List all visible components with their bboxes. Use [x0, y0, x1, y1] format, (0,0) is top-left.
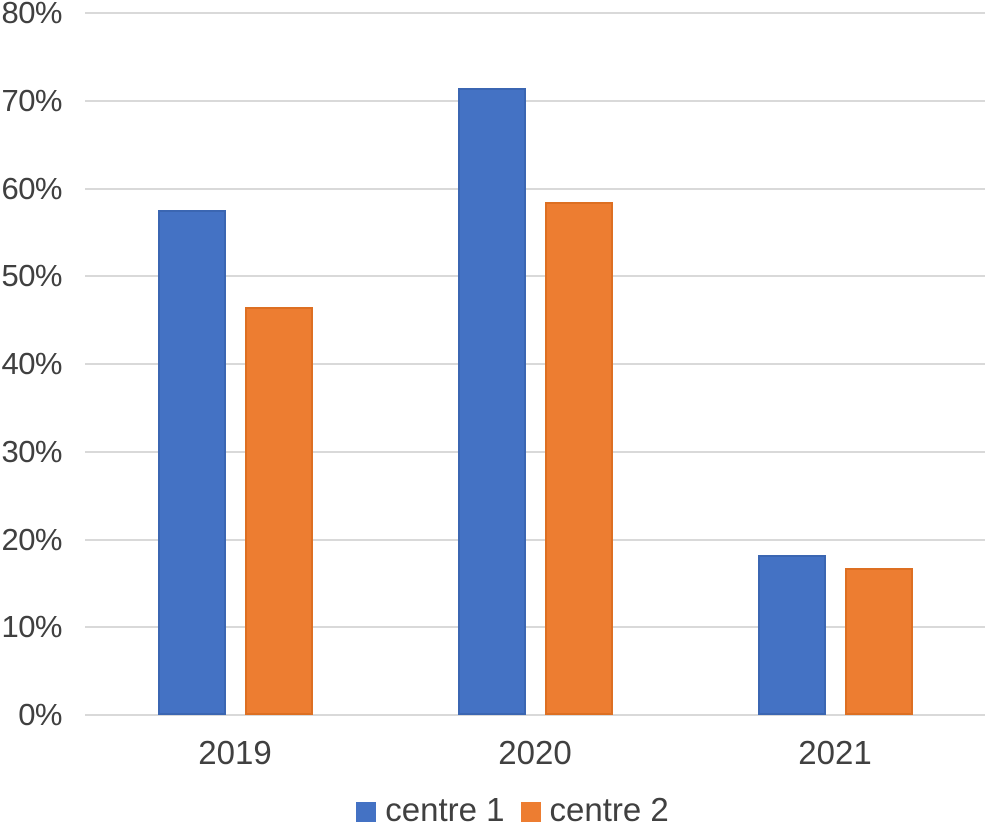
- y-tick-label-10-: 10%: [1, 609, 62, 645]
- y-tick-label-30-: 30%: [1, 433, 62, 469]
- x-tick-label-2021: 2021: [798, 734, 872, 771]
- bar-group-2021: [685, 13, 985, 715]
- legend-swatch-centre-2: [520, 802, 541, 822]
- gridline-30-: [85, 450, 985, 453]
- bar-group-2020: [385, 13, 685, 715]
- gridline-50-: [85, 275, 985, 278]
- y-axis: 0% 10% 20% 30% 40% 50% 60% 70% 80%: [0, 0, 62, 827]
- gridline-0-: [85, 714, 985, 716]
- plot-area: [85, 12, 985, 716]
- gridline-20-: [85, 538, 985, 541]
- bar-centre-2-2020: [544, 201, 613, 715]
- x-axis: 2019 2020 2021: [85, 733, 985, 773]
- gridlines: [85, 12, 985, 716]
- bar-centre-1-2021: [757, 555, 826, 715]
- legend-label-centre-2: centre 2: [549, 791, 669, 827]
- gridline-40-: [85, 363, 985, 365]
- legend-label-centre-1: centre 1: [385, 791, 505, 827]
- legend-item-centre-1: centre 1: [356, 791, 505, 827]
- gridline-60-: [85, 187, 985, 190]
- bar-group-2019: [85, 13, 385, 715]
- gridline-80-: [85, 12, 985, 14]
- y-tick-label-50-: 50%: [1, 258, 62, 294]
- legend: centre 1 centre 2: [0, 791, 985, 827]
- bar-centre-1-2020: [457, 87, 526, 715]
- x-tick-label-2020: 2020: [498, 734, 572, 771]
- y-tick-label-0-: 0%: [18, 697, 62, 732]
- y-tick-label-80-: 80%: [1, 0, 62, 30]
- gridline-70-: [85, 99, 985, 102]
- bar-centre-1-2019: [157, 210, 226, 715]
- bar-centre-2-2019: [244, 306, 313, 715]
- y-tick-label-20-: 20%: [1, 521, 62, 557]
- y-tick-label-40-: 40%: [1, 346, 62, 381]
- y-tick-label-70-: 70%: [1, 82, 62, 118]
- bar-centre-2-2021: [844, 567, 913, 715]
- x-tick-label-2019: 2019: [198, 734, 272, 771]
- legend-item-centre-2: centre 2: [520, 791, 669, 827]
- legend-swatch-centre-1: [356, 802, 377, 822]
- bar-series-container: [85, 13, 985, 715]
- y-tick-label-60-: 60%: [1, 170, 62, 206]
- gridline-10-: [85, 626, 985, 629]
